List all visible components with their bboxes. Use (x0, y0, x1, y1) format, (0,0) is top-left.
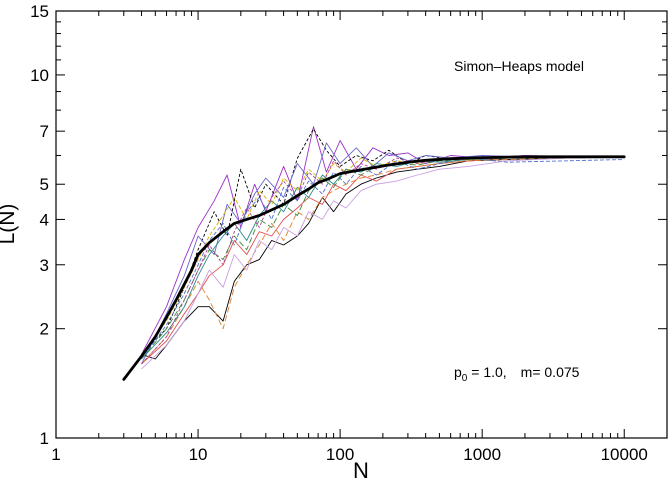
plot-frame (55, 10, 668, 439)
y-axis-label: L(N) (0, 204, 19, 245)
model-annotation: Simon–Heaps model (454, 58, 584, 74)
y-tick-label: 5 (40, 175, 49, 194)
series-layer (141, 126, 625, 370)
x-axis-label: N (353, 458, 369, 483)
y-tick-label: 15 (30, 2, 49, 21)
parameter-annotation: p0 = 1.0, m= 0.075 (454, 364, 580, 384)
axis-layer: 1 10 100 1000 10000 1 2 3 4 5 7 10 15 (30, 2, 668, 464)
realization-line-12 (141, 156, 625, 365)
realization-line-10 (141, 156, 625, 360)
p-value: = 1.0, (467, 364, 506, 380)
y-tick-label: 7 (40, 122, 49, 141)
p-subscript: 0 (462, 373, 468, 384)
y-tick-label: 3 (40, 256, 49, 275)
realization-line-5 (141, 156, 625, 365)
realization-line-6 (141, 156, 625, 365)
x-tick-label: 100 (326, 445, 354, 464)
realization-line-1 (141, 126, 625, 355)
y-tick-label: 10 (30, 66, 49, 85)
realization-line-7 (141, 156, 625, 360)
realization-line-9 (141, 156, 625, 370)
y-tick-label: 1 (40, 429, 49, 448)
x-tick-label: 10000 (601, 445, 648, 464)
y-tick-label: 2 (40, 320, 49, 339)
x-tick-label: 10 (189, 445, 208, 464)
y-tick-label: 4 (40, 210, 49, 229)
x-tick-label: 1000 (463, 445, 501, 464)
p-symbol: p (454, 364, 462, 380)
realization-line-8 (141, 157, 625, 360)
x-tick-label: 1 (51, 445, 60, 464)
mean-line (122, 155, 626, 381)
realization-line-4 (141, 156, 625, 360)
mean-layer (122, 155, 626, 381)
realization-line-11 (141, 156, 625, 355)
m-value: m= 0.075 (521, 364, 580, 380)
realization-line-2 (141, 128, 625, 355)
